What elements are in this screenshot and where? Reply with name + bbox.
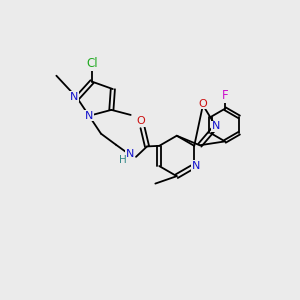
Text: O: O [137, 116, 146, 126]
Text: F: F [222, 89, 228, 102]
Text: Cl: Cl [86, 57, 98, 70]
Text: N: N [85, 111, 93, 121]
Text: N: N [126, 149, 134, 160]
Text: N: N [212, 122, 220, 131]
Text: N: N [192, 161, 200, 171]
Text: N: N [70, 92, 78, 101]
Text: O: O [199, 99, 207, 109]
Text: H: H [119, 155, 127, 165]
